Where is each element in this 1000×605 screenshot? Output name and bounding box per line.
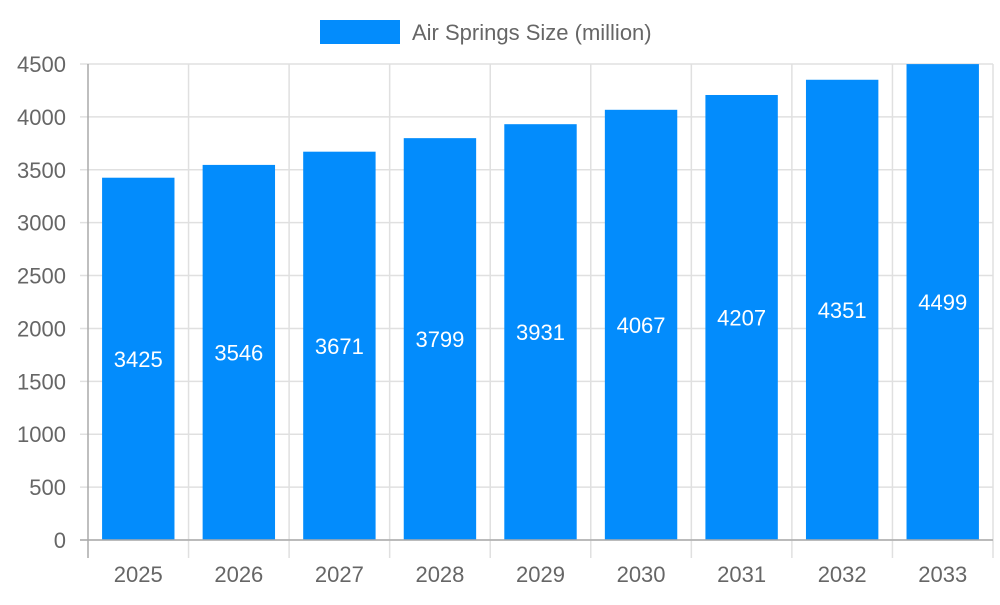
axes: 0 500 1000 1500 2000 2500 3000 3500 4000 4500 2025… [17,52,993,587]
x-tick-label: 2032 [818,562,867,587]
y-tick-label: 4500 [17,52,66,77]
x-tick-label: 2030 [617,562,666,587]
legend[interactable]: Air Springs Size (million) [320,20,652,45]
legend-swatch [320,20,400,44]
data-label: 3546 [214,340,263,365]
bar-2032 [805,79,879,540]
y-tick-label: 2500 [17,264,66,289]
bar-2027 [303,151,376,541]
x-tick-label: 2026 [214,562,263,587]
x-tick-label: 2029 [516,562,565,587]
y-tick-label: 500 [29,475,66,500]
y-tick-label: 2000 [17,316,66,341]
data-label: 3931 [516,320,565,345]
data-label: 4351 [818,298,867,323]
data-label: 3671 [315,334,364,359]
y-tick-label: 3500 [17,158,66,183]
data-label: 3425 [114,347,163,372]
x-tick-label: 2027 [315,562,364,587]
bar-2026 [202,164,276,541]
data-label: 3799 [415,327,464,352]
y-tick-label: 3000 [17,211,66,236]
x-tick-label: 2028 [415,562,464,587]
bars: 3425 3546 3671 3799 3931 4067 4207 4351 4499 [102,64,979,541]
x-tick-label: 2031 [717,562,766,587]
bar-2030 [604,109,678,540]
bar-2033 [906,64,979,540]
data-label: 4499 [918,290,967,315]
legend-label: Air Springs Size (million) [412,20,652,45]
bar-2028 [403,138,477,541]
data-label: 4067 [617,313,666,338]
bar-2029 [504,124,577,540]
y-tick-label: 0 [54,528,66,553]
y-tick-label: 1000 [17,422,66,447]
data-label: 4207 [717,305,766,330]
y-tick-label: 4000 [17,105,66,130]
x-tick-label: 2033 [918,562,967,587]
x-tick-label: 2025 [114,562,163,587]
bar-2031 [705,94,778,540]
bar-2025 [102,177,175,540]
y-tick-label: 1500 [17,369,66,394]
